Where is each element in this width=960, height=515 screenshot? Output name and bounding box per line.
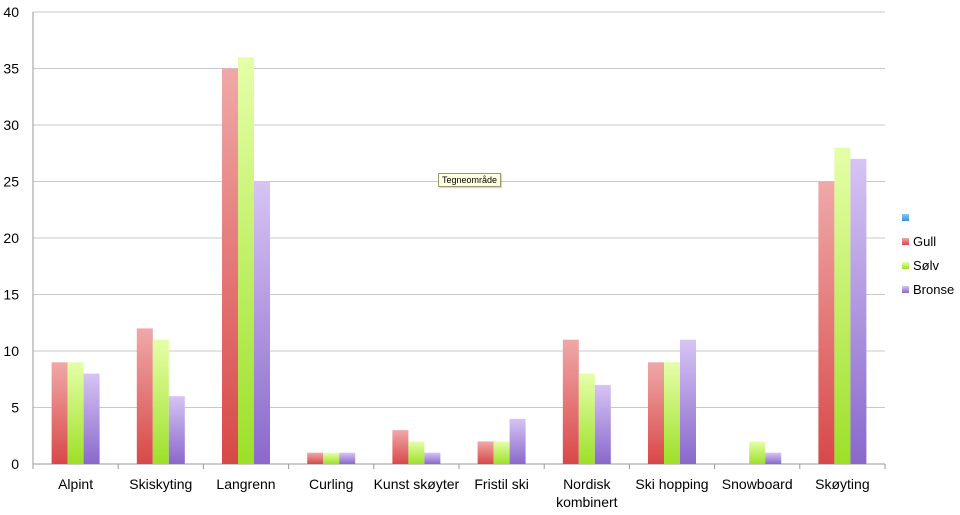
bar-bronse: [424, 452, 441, 464]
bar-bronse: [83, 373, 100, 464]
y-tick-label: 30: [3, 117, 19, 133]
bar-sølv: [578, 373, 595, 464]
y-tick-label: 5: [11, 400, 19, 416]
category-label: Ski hopping: [635, 476, 708, 492]
category-label: Nordisk: [563, 476, 611, 492]
legend-label: Gull: [913, 234, 936, 249]
category-label: Langrenn: [216, 476, 275, 492]
bar-sølv: [493, 441, 510, 464]
bar-gull: [818, 181, 835, 464]
legend-swatch: [902, 286, 909, 293]
y-tick-label: 0: [11, 456, 19, 472]
category-label: kombinert: [556, 494, 618, 510]
bar-bronse: [765, 452, 782, 464]
bar-sølv: [408, 441, 425, 464]
bar-sølv: [323, 452, 340, 464]
y-tick-label: 25: [3, 174, 19, 190]
legend-label: Sølv: [913, 258, 940, 273]
category-label: Fristil ski: [474, 476, 528, 492]
bar-gull: [392, 430, 409, 464]
category-label: Alpint: [58, 476, 93, 492]
bar-sølv: [749, 441, 766, 464]
bar-gull: [307, 452, 324, 464]
bar-gull: [136, 328, 153, 464]
tooltip: Tegneområde: [438, 173, 502, 187]
y-tick-label: 15: [3, 287, 19, 303]
bar-sølv: [152, 339, 169, 464]
bar-sølv: [238, 57, 254, 464]
legend-swatch: [902, 238, 909, 245]
bar-bronse: [254, 181, 270, 464]
legend-swatch-blank: [902, 214, 909, 221]
bar-sølv: [664, 362, 680, 464]
category-label: Skiskyting: [129, 476, 192, 492]
y-tick-label: 10: [3, 343, 19, 359]
bar-bronse: [339, 452, 356, 464]
y-tick-label: 35: [3, 61, 19, 77]
bar-bronse: [850, 158, 867, 464]
legend-swatch: [902, 262, 909, 269]
bar-bronse: [168, 396, 185, 464]
legend-label: Bronse: [913, 282, 954, 297]
bar-sølv: [67, 362, 84, 464]
bar-gull: [222, 68, 238, 464]
category-label: Kunst skøyter: [374, 476, 460, 492]
y-tick-label: 20: [3, 230, 19, 246]
y-tick-label: 40: [3, 4, 19, 20]
category-label: Snowboard: [722, 476, 793, 492]
bar-sølv: [834, 147, 851, 464]
bar-bronse: [509, 418, 526, 464]
category-label: Skøyting: [815, 476, 869, 492]
bar-gull: [562, 339, 579, 464]
bar-bronse: [594, 384, 611, 464]
bar-gull: [648, 362, 664, 464]
bar-gull: [51, 362, 68, 464]
bar-gull: [477, 441, 494, 464]
category-label: Curling: [309, 476, 353, 492]
bar-bronse: [680, 339, 696, 464]
